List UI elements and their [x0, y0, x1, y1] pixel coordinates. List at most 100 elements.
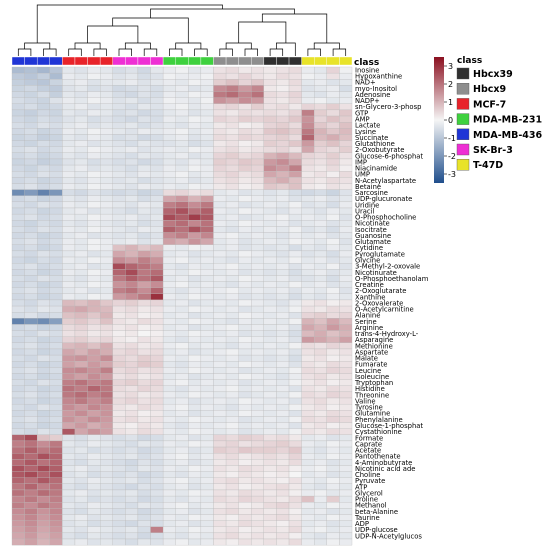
heatmap-cell: [150, 97, 164, 104]
row-label: beta-Alanine: [355, 508, 398, 516]
heatmap-cell: [62, 459, 76, 466]
heatmap-cell: [87, 453, 101, 460]
heatmap-cell: [276, 134, 290, 141]
heatmap-cell: [263, 538, 277, 546]
heatmap-cell: [24, 318, 38, 325]
heatmap-cell: [276, 403, 290, 411]
heatmap-cell: [238, 330, 252, 337]
heatmap-cell: [100, 195, 113, 203]
heatmap-cell: [24, 508, 38, 515]
heatmap-cell: [251, 489, 264, 497]
heatmap-cell: [238, 305, 252, 313]
dendrogram-link: [219, 48, 233, 56]
heatmap-cell: [314, 115, 327, 123]
heatmap-cell: [74, 238, 88, 245]
heatmap-cell: [175, 538, 189, 546]
heatmap-cell: [251, 97, 264, 104]
heatmap-cell: [326, 440, 340, 448]
heatmap-cell: [175, 403, 189, 411]
heatmap-cell: [100, 508, 113, 515]
heatmap-cell: [276, 122, 290, 129]
heatmap-cell: [188, 446, 202, 454]
heatmap-cell: [125, 183, 139, 190]
heatmap-cell: [74, 422, 88, 429]
heatmap-cell: [314, 232, 327, 239]
row-label: Valine: [355, 397, 376, 405]
heatmap-cell: [125, 256, 139, 264]
heatmap-cell: [200, 183, 214, 190]
heatmap-cell: [188, 103, 202, 111]
heatmap-cell: [100, 428, 113, 435]
heatmap-cell: [112, 287, 126, 294]
heatmap-cell: [137, 91, 151, 98]
heatmap-cell: [125, 354, 139, 362]
heatmap-cell: [200, 213, 214, 221]
heatmap-cell: [87, 171, 101, 178]
heatmap-cell: [301, 79, 315, 86]
heatmap-cell: [74, 348, 88, 356]
heatmap-cell: [62, 502, 76, 509]
heatmap-cell: [251, 189, 264, 196]
heatmap-cell: [74, 342, 88, 350]
heatmap-cell: [62, 434, 76, 442]
dendrogram-link: [124, 42, 151, 49]
heatmap-cell: [162, 434, 176, 442]
heatmap-cell: [301, 293, 315, 301]
heatmap-cell: [326, 385, 340, 393]
heatmap-cell: [339, 410, 353, 417]
heatmap-cell: [87, 342, 101, 350]
heatmap-cell: [49, 85, 63, 92]
heatmap-cell: [62, 72, 76, 80]
heatmap-cell: [301, 244, 315, 252]
heatmap-cell: [37, 324, 50, 331]
heatmap-cell: [314, 263, 327, 270]
heatmap-cell: [87, 263, 101, 270]
row-label: GTP: [355, 109, 368, 117]
dendrogram-link: [261, 13, 328, 43]
heatmap-cell: [238, 453, 252, 460]
heatmap-cell: [87, 348, 101, 356]
heatmap-cell: [24, 391, 38, 399]
heatmap-cell: [213, 293, 227, 301]
heatmap-cell: [288, 440, 302, 448]
heatmap-cell: [74, 312, 88, 319]
heatmap-cell: [100, 226, 113, 233]
heatmap-cell: [188, 256, 202, 264]
heatmap-cell: [24, 305, 38, 313]
heatmap-cell: [213, 177, 227, 184]
heatmap-cell: [37, 85, 50, 92]
heatmap-cell: [150, 422, 164, 429]
heatmap-cell: [100, 115, 113, 123]
heatmap-cell: [263, 453, 277, 460]
row-label: NAD+: [355, 79, 376, 87]
heatmap-cell: [200, 508, 214, 515]
class-bar-cell: [339, 56, 353, 66]
row-label: IMP: [355, 158, 367, 166]
heatmap-cell: [37, 336, 50, 343]
heatmap-cell: [188, 66, 202, 74]
class-bar-cell: [314, 56, 328, 66]
heatmap-cell: [125, 305, 139, 313]
heatmap-cell: [288, 318, 302, 325]
heatmap-cell: [24, 238, 38, 245]
heatmap-cell: [288, 373, 302, 380]
heatmap-cell: [175, 66, 189, 74]
heatmap-cell: [251, 250, 264, 258]
heatmap-cell: [150, 115, 164, 123]
heatmap-cell: [87, 134, 101, 141]
heatmap-cell: [238, 250, 252, 258]
heatmap-cell: [263, 293, 277, 301]
heatmap-cell: [301, 299, 315, 307]
heatmap-cell: [162, 79, 176, 86]
heatmap-cell: [137, 391, 151, 399]
heatmap-cell: [175, 207, 189, 215]
heatmap-cell: [251, 336, 264, 343]
heatmap-cell: [225, 146, 239, 153]
row-label: Tyrosine: [354, 404, 383, 412]
heatmap-cell: [137, 213, 151, 221]
heatmap-cell: [37, 440, 50, 448]
heatmap-cell: [314, 348, 327, 356]
heatmap-cell: [263, 72, 277, 80]
heatmap-cell: [288, 189, 302, 196]
heatmap-cell: [301, 483, 315, 491]
